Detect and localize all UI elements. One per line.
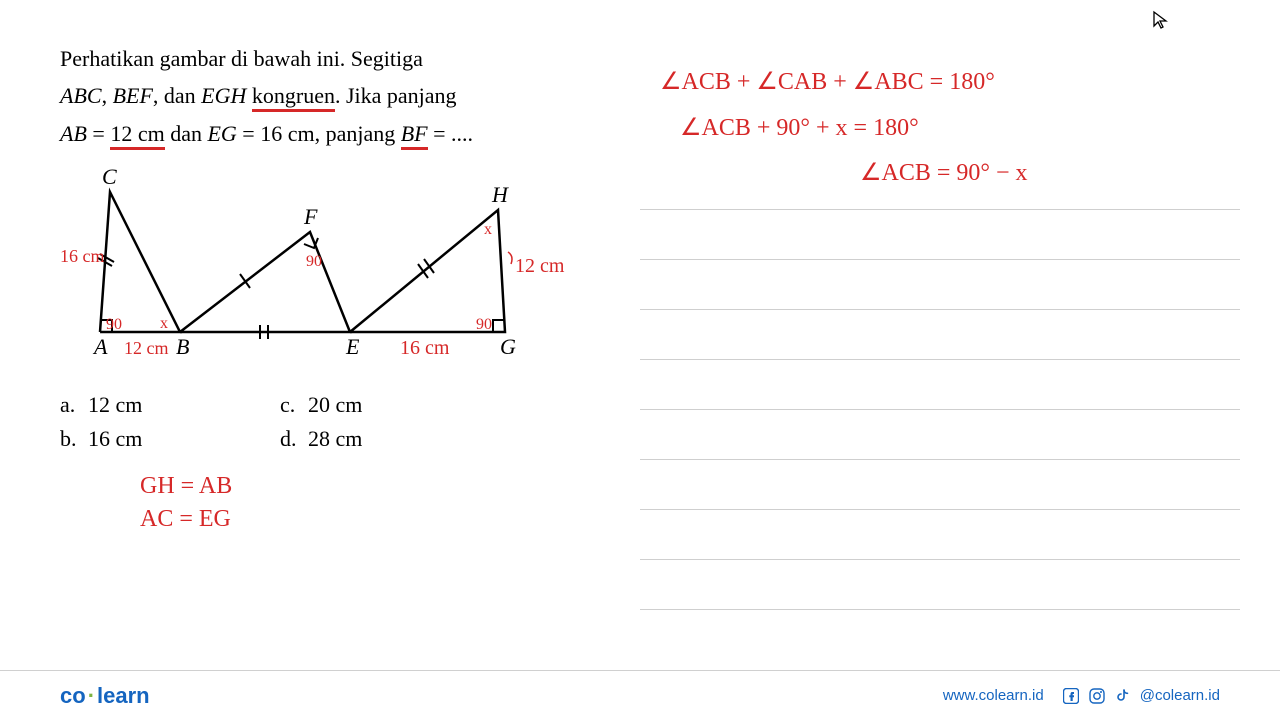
hand-left-line1: GH = AB: [140, 470, 620, 502]
option-b: b.16 cm: [60, 426, 240, 452]
footer-url[interactable]: www.colearn.id: [943, 687, 1044, 704]
answer-options: a.12 cm c.20 cm b.16 cm d.28 cm: [60, 392, 460, 452]
red-angG: 90: [476, 316, 492, 333]
red-angB: x: [160, 315, 168, 332]
ruled-lines: [640, 160, 1240, 650]
footer-right: www.colearn.id @colearn.id: [943, 687, 1220, 705]
label-f: F: [303, 204, 318, 229]
label-e: E: [345, 334, 360, 359]
left-column: Perhatikan gambar di bawah ini. Segitiga…: [0, 0, 640, 720]
red-eg: 16 cm: [400, 337, 450, 359]
problem-line3: AB = 12 cm dan EG = 16 cm, panjang BF = …: [60, 115, 620, 152]
ab-value-underline: 12 cm: [110, 121, 164, 150]
hand-notes-left: GH = AB AC = EG: [140, 470, 620, 535]
triangle-diagram: C A B 16 cm 90 x 12 cm F E 9: [60, 162, 620, 382]
hand-right-line1: ∠ACB + ∠CAB + ∠ABC = 180°: [660, 60, 1220, 106]
problem-text: Perhatikan gambar di bawah ini. Segitiga…: [60, 40, 620, 152]
facebook-icon[interactable]: [1062, 687, 1080, 705]
hand-right-line2: ∠ACB + 90° + x = 180°: [660, 106, 1220, 152]
option-d: d.28 cm: [280, 426, 460, 452]
tiktok-icon[interactable]: [1114, 687, 1132, 705]
label-g: G: [500, 334, 516, 359]
red-angF: 90: [306, 253, 322, 270]
hand-left-line2: AC = EG: [140, 503, 620, 535]
footer-handle[interactable]: @colearn.id: [1140, 687, 1220, 704]
red-ac: 16 cm: [60, 246, 105, 266]
bf-underline: BF: [401, 121, 428, 150]
cursor-icon: [1152, 10, 1170, 35]
red-angH: x: [484, 221, 492, 238]
instagram-icon[interactable]: [1088, 687, 1106, 705]
tri-abc: ABC: [60, 83, 102, 108]
label-a: A: [92, 334, 108, 359]
footer-bar: co·learn www.colearn.id @colearn.id: [0, 670, 1280, 720]
colearn-logo: co·learn: [60, 683, 150, 709]
problem-line1: Perhatikan gambar di bawah ini. Segitiga: [60, 40, 620, 77]
red-ab: 12 cm: [124, 338, 169, 358]
option-a: a.12 cm: [60, 392, 240, 418]
tri-bef: BEF: [113, 83, 153, 108]
kongruen-underline: kongruen: [252, 83, 335, 112]
tri-egh: EGH: [201, 83, 246, 108]
label-h: H: [491, 182, 509, 207]
option-c: c.20 cm: [280, 392, 460, 418]
problem-line2: ABC, BEF, dan EGH kongruen. Jika panjang: [60, 77, 620, 114]
red-angA: 90: [106, 316, 122, 333]
label-c: C: [102, 164, 117, 189]
label-b: B: [176, 334, 189, 359]
right-column: ∠ACB + ∠CAB + ∠ABC = 180° ∠ACB + 90° + x…: [640, 0, 1280, 720]
red-hg: 12 cm: [515, 255, 565, 277]
